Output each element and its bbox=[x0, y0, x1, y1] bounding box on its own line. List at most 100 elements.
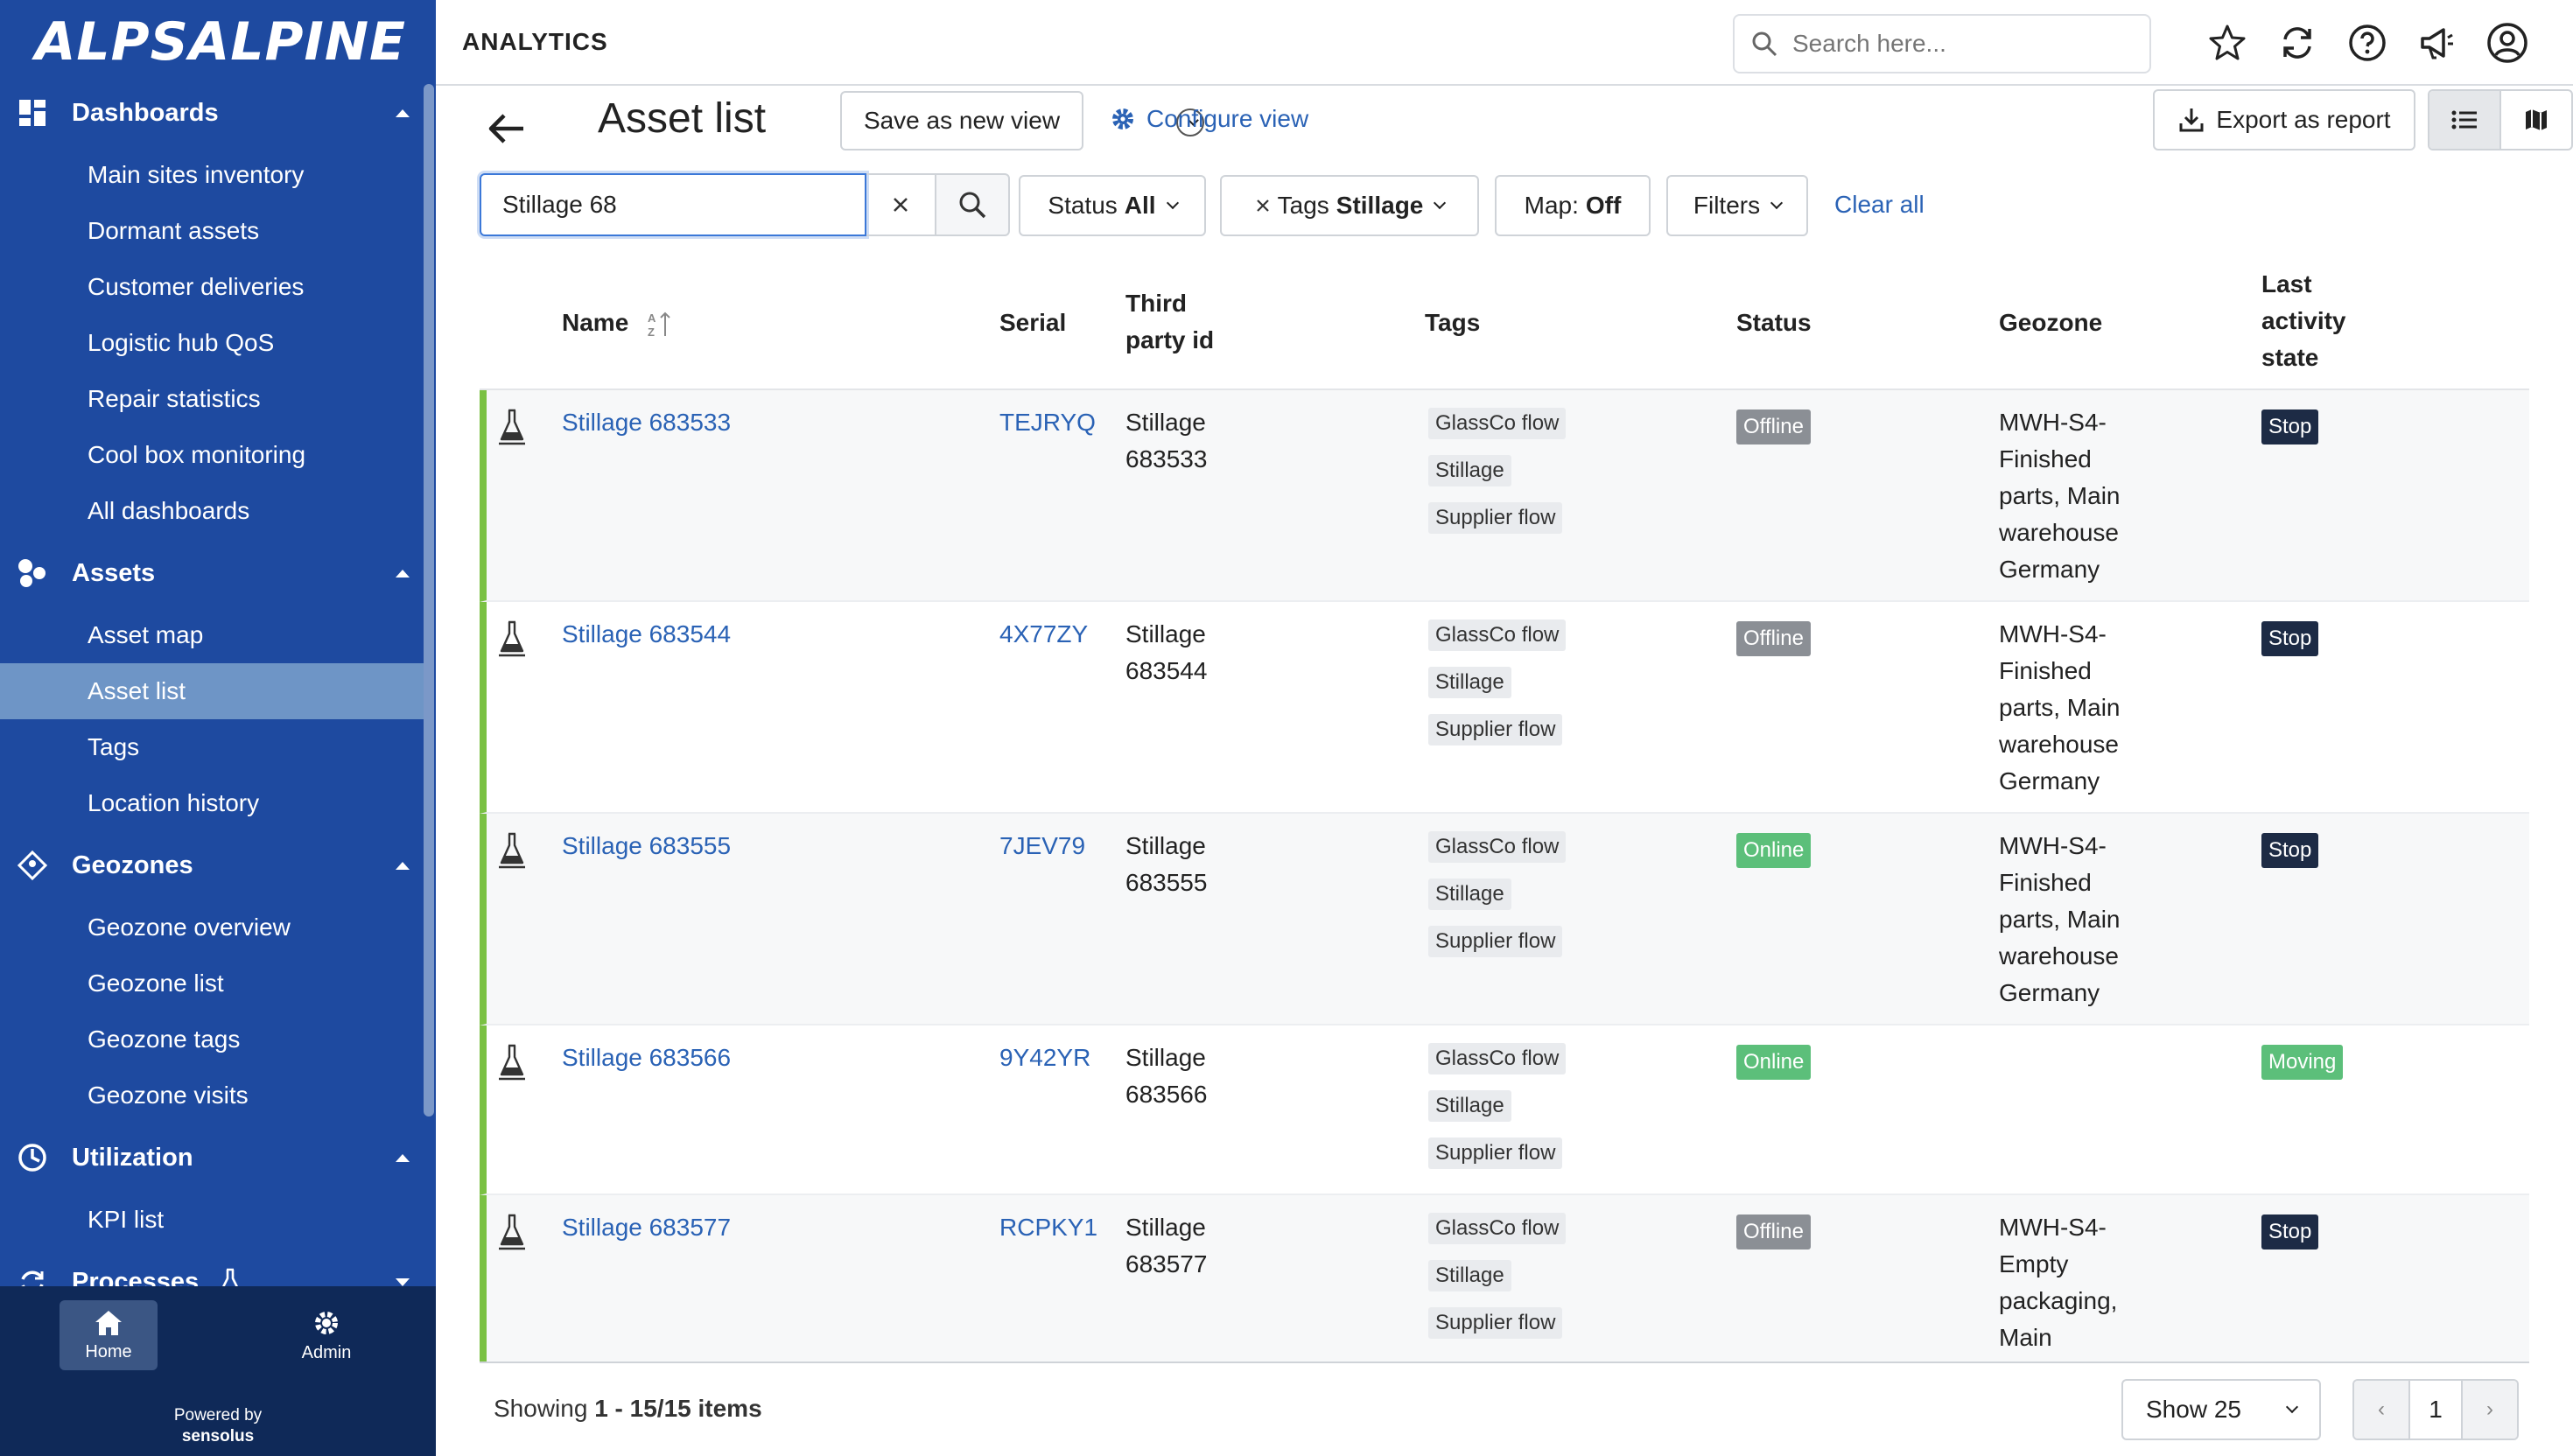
status-badge: Offline bbox=[1736, 410, 1811, 444]
tags-filter-chip[interactable]: Tags Stillage bbox=[1220, 175, 1479, 236]
chevron-up-icon[interactable] bbox=[396, 108, 410, 117]
nav-section-dashboards[interactable]: Dashboards bbox=[0, 84, 436, 147]
status-filter-chip[interactable]: Status All bbox=[1019, 175, 1206, 236]
next-page-button[interactable]: › bbox=[2463, 1381, 2517, 1438]
table-row[interactable]: Stillage 683577 RCPKY1 Stillage 683577 G… bbox=[480, 1195, 2529, 1363]
activity-badge: Stop bbox=[2261, 833, 2319, 868]
page-size-select[interactable]: Show 25 bbox=[2121, 1379, 2321, 1440]
status-badge: Online bbox=[1736, 1045, 1812, 1080]
sidebar-item-dormant-assets[interactable]: Dormant assets bbox=[88, 217, 260, 244]
third-party-id-line1: Stillage bbox=[1125, 1044, 1206, 1071]
utilization-icon bbox=[16, 1141, 49, 1174]
tag-chip: GlassCo flow bbox=[1428, 1043, 1567, 1074]
page-number-button[interactable]: 1 bbox=[2408, 1381, 2463, 1438]
asset-name-link[interactable]: Stillage 683566 bbox=[562, 1044, 732, 1071]
third-party-id-line2: 683533 bbox=[1125, 445, 1208, 472]
map-filter-chip[interactable]: Map: Off bbox=[1495, 175, 1651, 236]
status-filter-label: Status bbox=[1048, 192, 1118, 219]
list-view-button[interactable] bbox=[2429, 91, 2501, 149]
sidebar-item-geozone-visits[interactable]: Geozone visits bbox=[88, 1082, 249, 1109]
chevron-up-icon[interactable] bbox=[396, 861, 410, 870]
table-row[interactable]: Stillage 683566 9Y42YR Stillage 683566 G… bbox=[480, 1026, 2529, 1195]
refresh-icon[interactable] bbox=[2274, 19, 2321, 66]
page-header: Asset list Save as new view Configure vi… bbox=[480, 88, 2573, 166]
nav-section-processes[interactable]: Processes bbox=[0, 1248, 436, 1286]
table-row[interactable]: Stillage 683555 7JEV79 Stillage 683555 G… bbox=[480, 814, 2529, 1026]
clear-all-link[interactable]: Clear all bbox=[1834, 191, 1924, 218]
sidebar-item-kpi-list[interactable]: KPI list bbox=[88, 1206, 165, 1233]
topbar-actions bbox=[2204, 19, 2531, 66]
sort-icon[interactable]: AZ bbox=[648, 310, 672, 340]
close-icon[interactable] bbox=[1255, 198, 1271, 214]
save-as-new-view-button[interactable]: Save as new view bbox=[840, 91, 1083, 150]
global-search-input[interactable] bbox=[1792, 30, 2125, 58]
back-button[interactable] bbox=[488, 107, 532, 150]
sidebar-item-asset-list[interactable]: Asset list bbox=[0, 663, 424, 719]
nav-section-utilization[interactable]: Utilization bbox=[0, 1124, 436, 1192]
serial-link[interactable]: 9Y42YR bbox=[999, 1044, 1091, 1071]
help-icon[interactable] bbox=[2344, 19, 2391, 66]
table-row[interactable]: Stillage 683533 TEJRYQ Stillage 683533 G… bbox=[480, 390, 2529, 602]
export-report-button[interactable]: Export as report bbox=[2153, 89, 2415, 150]
name-filter[interactable] bbox=[480, 173, 866, 236]
sidebar-item-tags[interactable]: Tags bbox=[88, 733, 140, 760]
home-button[interactable]: Home bbox=[60, 1300, 158, 1370]
geozone-cell: MWH-S4- Finished parts, Main warehouse Germa… bbox=[1999, 404, 2121, 588]
column-header-tags[interactable]: Tags bbox=[1425, 309, 1481, 336]
column-header-last-activity[interactable]: Last activity state bbox=[2261, 266, 2346, 376]
column-header-third-party[interactable]: Third party id bbox=[1125, 285, 1214, 359]
asset-name-link[interactable]: Stillage 683544 bbox=[562, 620, 732, 648]
tag-chip: GlassCo flow bbox=[1428, 831, 1567, 863]
asset-name-link[interactable]: Stillage 683555 bbox=[562, 832, 732, 859]
sidebar-item-geozone-overview[interactable]: Geozone overview bbox=[88, 914, 291, 941]
global-search[interactable] bbox=[1733, 14, 2151, 74]
serial-link[interactable]: RCPKY1 bbox=[999, 1214, 1098, 1241]
more-filters-chip[interactable]: Filters bbox=[1666, 175, 1808, 236]
map-view-button[interactable] bbox=[2501, 91, 2571, 149]
sidebar-item-logistic-hub-qos[interactable]: Logistic hub QoS bbox=[88, 329, 275, 356]
serial-link[interactable]: 7JEV79 bbox=[999, 832, 1086, 859]
column-header-status[interactable]: Status bbox=[1736, 309, 1812, 336]
chevron-up-icon[interactable] bbox=[396, 569, 410, 578]
prev-page-button[interactable]: ‹ bbox=[2354, 1381, 2408, 1438]
stillage-icon bbox=[499, 620, 525, 657]
sidebar-item-location-history[interactable]: Location history bbox=[88, 789, 260, 816]
showing-range: 1 - 15/15 items bbox=[594, 1395, 762, 1422]
column-header-geozone[interactable]: Geozone bbox=[1999, 309, 2103, 336]
nav-section-geozones[interactable]: Geozones bbox=[0, 831, 436, 900]
column-header-serial[interactable]: Serial bbox=[999, 309, 1067, 336]
sidebar-item-repair-statistics[interactable]: Repair statistics bbox=[88, 385, 261, 412]
sidebar-item-asset-map[interactable]: Asset map bbox=[88, 621, 204, 648]
filter-search-button[interactable] bbox=[936, 173, 1010, 236]
chevron-down-icon[interactable] bbox=[396, 1278, 410, 1286]
announcement-icon[interactable] bbox=[2414, 19, 2461, 66]
chevron-up-icon[interactable] bbox=[396, 1153, 410, 1162]
star-icon[interactable] bbox=[2204, 19, 2251, 66]
company-logo[interactable]: ALPSALPINE bbox=[35, 11, 407, 73]
sidebar-item-customer-deliveries[interactable]: Customer deliveries bbox=[88, 273, 305, 300]
asset-name-link[interactable]: Stillage 683533 bbox=[562, 409, 732, 436]
table-row[interactable]: Stillage 683544 4X77ZY Stillage 683544 G… bbox=[480, 602, 2529, 814]
tags-cell: GlassCo flow Stillage Supplier flow bbox=[1428, 620, 1691, 760]
sidebar-item-all-dashboards[interactable]: All dashboards bbox=[88, 497, 250, 524]
sidebar-item-cool-box-monitoring[interactable]: Cool box monitoring bbox=[88, 441, 306, 468]
sidebar-scrollbar[interactable] bbox=[424, 84, 434, 1116]
sidebar-item-main-sites-inventory[interactable]: Main sites inventory bbox=[88, 161, 305, 188]
serial-link[interactable]: 4X77ZY bbox=[999, 620, 1089, 648]
table-divider bbox=[480, 1362, 2529, 1363]
admin-button[interactable]: Admin bbox=[277, 1300, 375, 1370]
name-filter-input[interactable] bbox=[502, 191, 852, 219]
configure-view-link[interactable]: Configure view bbox=[1110, 105, 1308, 133]
sidebar-item-geozone-list[interactable]: Geozone list bbox=[88, 970, 224, 997]
clear-filter-button[interactable] bbox=[866, 173, 936, 236]
gear-icon bbox=[315, 1311, 338, 1334]
sidebar-item-geozone-tags[interactable]: Geozone tags bbox=[88, 1026, 241, 1053]
geozone-cell: MWH-S4- Finished parts, Main warehouse Germa… bbox=[1999, 616, 2121, 800]
nav-section-assets[interactable]: Assets bbox=[0, 539, 436, 607]
user-icon[interactable] bbox=[2484, 19, 2531, 66]
view-dropdown-toggle[interactable] bbox=[1176, 108, 1204, 136]
serial-link[interactable]: TEJRYQ bbox=[999, 409, 1096, 436]
asset-name-link[interactable]: Stillage 683577 bbox=[562, 1214, 732, 1241]
